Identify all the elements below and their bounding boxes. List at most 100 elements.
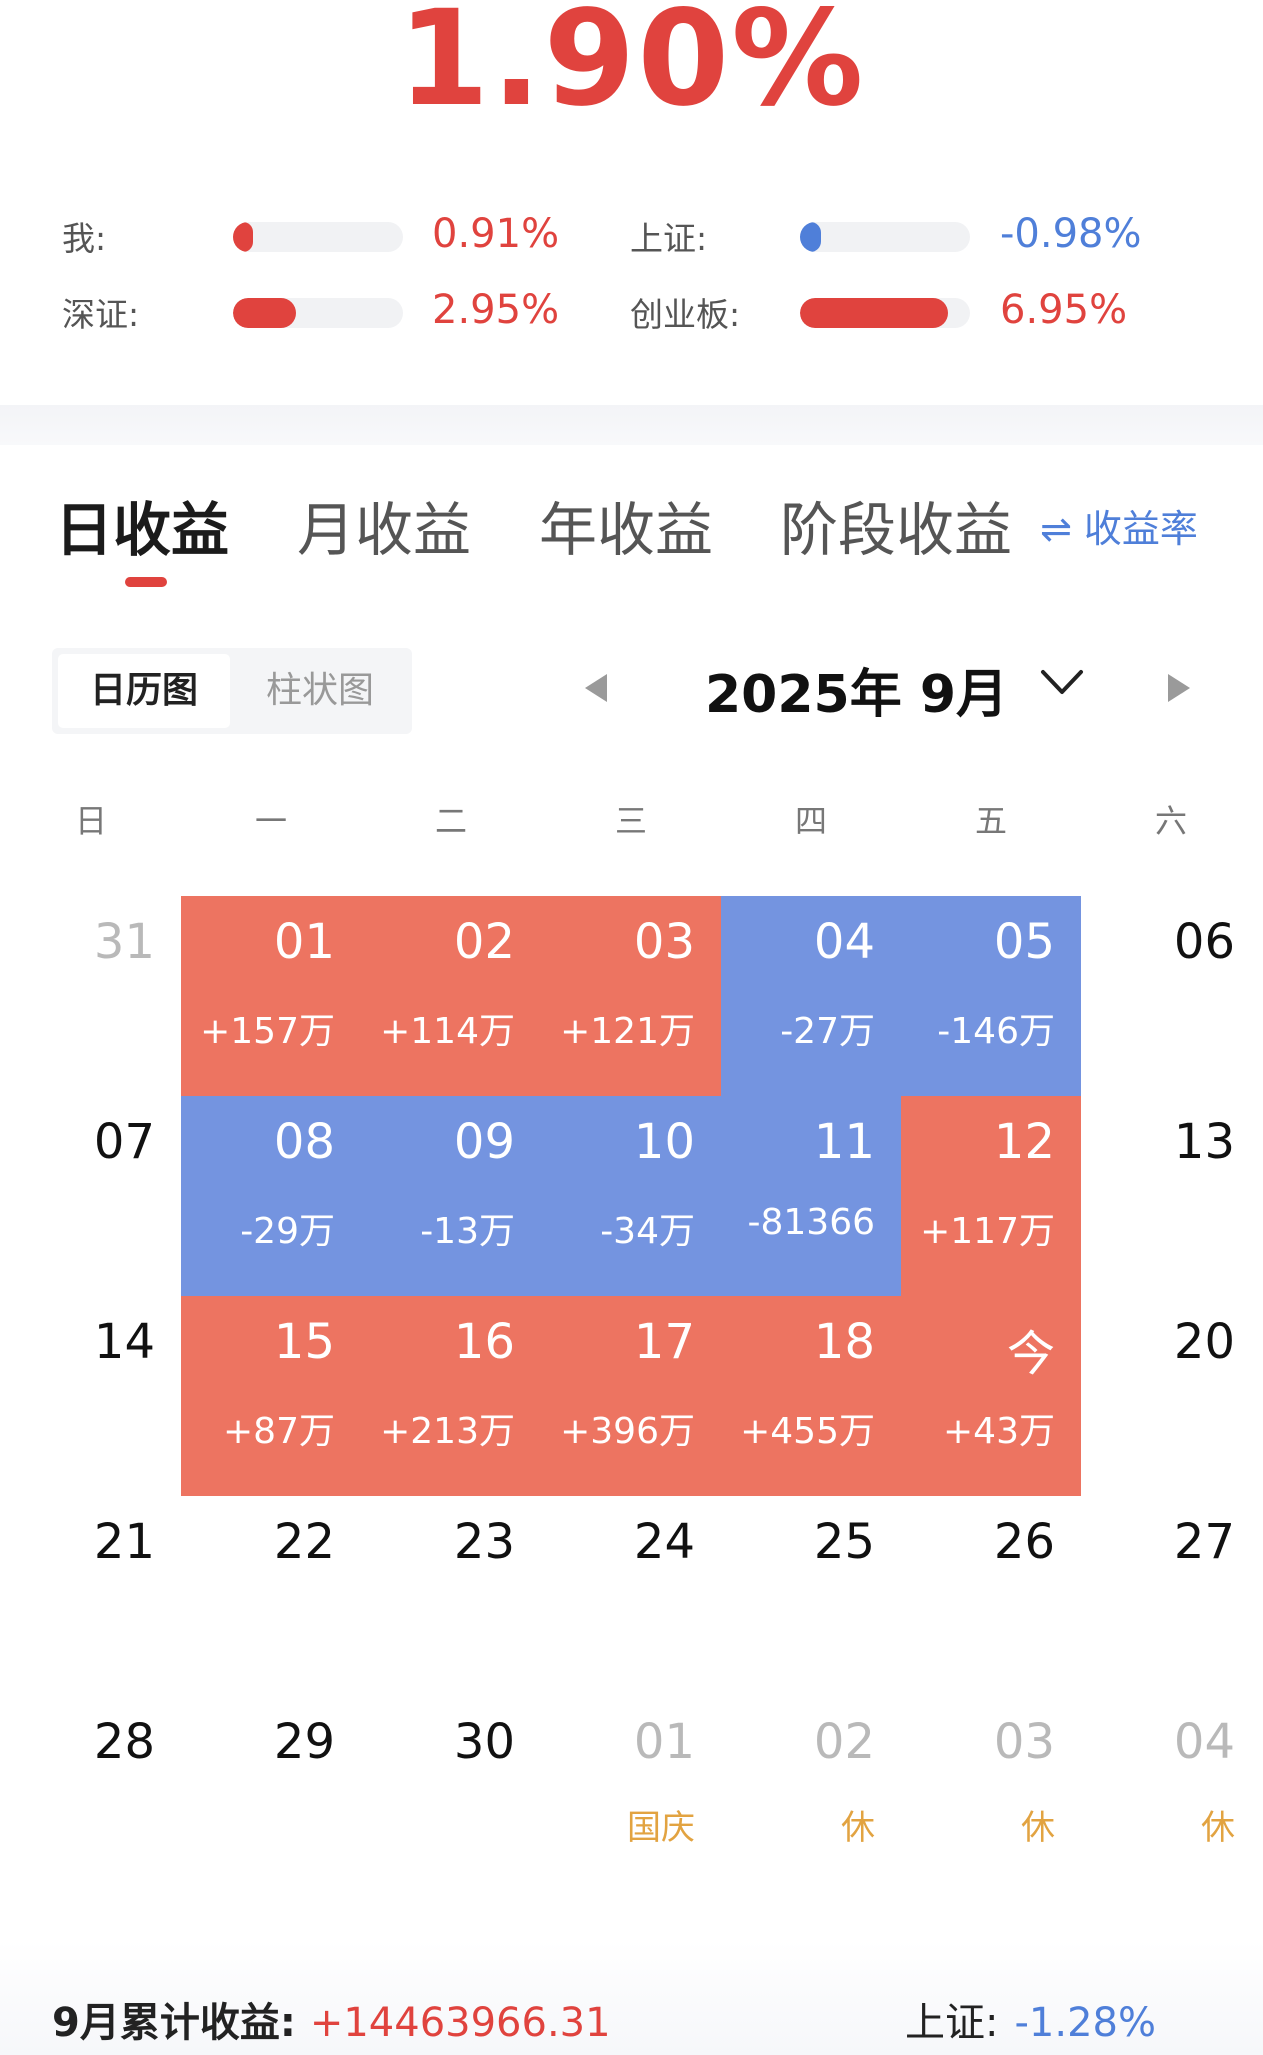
calendar-day-cell[interactable]: 02 +114万 [361,896,541,1096]
tab-active-indicator [125,577,167,587]
day-number: 30 [453,1714,515,1770]
compare-value-chinext: 6.95% [1000,287,1128,333]
day-profit: +117万 [920,1211,1055,1252]
calendar-day-cell[interactable]: 18 +455万 [721,1296,901,1496]
calendar-day-cell[interactable]: 03 +121万 [541,896,721,1096]
next-month-icon[interactable] [1168,674,1190,702]
calendar-day-cell[interactable]: 12 +117万 [901,1096,1081,1296]
day-number: 20 [1173,1314,1235,1370]
calendar-day-cell[interactable]: 08 -29万 [181,1096,361,1296]
day-number: 03 [633,914,695,970]
day-number: 29 [273,1714,335,1770]
calendar-day-cell[interactable]: 09 -13万 [361,1096,541,1296]
day-number: 31 [93,914,155,970]
calendar-day-cell[interactable]: 26 [901,1496,1081,1696]
calendar-day-cell[interactable]: 16 +213万 [361,1296,541,1496]
calendar-day-cell[interactable]: 01 +157万 [181,896,361,1096]
calendar-day-cell[interactable]: 04 -27万 [721,896,901,1096]
chevron-down-icon[interactable] [1040,668,1084,696]
day-number: 18 [813,1314,875,1370]
day-number: 23 [453,1514,515,1570]
bar-chart-view-button[interactable]: 柱状图 [265,670,374,711]
compare-value-shanghai: -0.98% [1000,211,1142,257]
section-divider [0,405,1263,445]
day-number: 06 [1173,914,1235,970]
day-number: 28 [93,1714,155,1770]
calendar-day-cell[interactable]: 21 [1,1496,181,1696]
weekday-label: 日 [74,802,107,840]
calendar-day-cell[interactable]: 23 [361,1496,541,1696]
calendar-day-cell[interactable]: 13 [1081,1096,1261,1296]
month-selector[interactable]: 2025年 9月 [705,665,1009,725]
day-profit: +114万 [380,1011,515,1052]
calendar-day-cell[interactable]: 27 [1081,1496,1261,1696]
calendar-day-cell[interactable]: 25 [721,1496,901,1696]
total-return-percent: 1.90% [397,0,866,136]
day-number: 13 [1173,1114,1235,1170]
tab-yearly-return[interactable]: 年收益 [539,496,714,564]
day-number: 05 [993,914,1055,970]
calendar-day-cell[interactable]: 17 +396万 [541,1296,721,1496]
return-rate-toggle[interactable]: ⇌ 收益率 [1040,507,1198,551]
day-number: 16 [453,1314,515,1370]
calendar-day-cell[interactable]: 04 休 [1081,1696,1261,1896]
calendar-day-cell[interactable]: 31 [1,896,181,1096]
monthly-total-label: 9月累计收益: [52,2000,296,2046]
calendar-day-cell[interactable]: 24 [541,1496,721,1696]
day-number: 02 [453,914,515,970]
calendar-day-cell[interactable]: 10 -34万 [541,1096,721,1296]
calendar-day-cell[interactable]: 01 国庆 [541,1696,721,1896]
previous-month-icon[interactable] [585,674,607,702]
weekday-label: 四 [794,802,827,840]
weekday-label: 二 [434,802,467,840]
calendar-day-cell[interactable]: 15 +87万 [181,1296,361,1496]
index-summary-label: 上证: [905,2000,999,2046]
compare-value-me: 0.91% [432,211,560,257]
calendar-day-cell[interactable]: 05 -146万 [901,896,1081,1096]
compare-bar-fill-me [233,222,253,252]
calendar-day-cell[interactable]: 今 +43万 [901,1296,1081,1496]
compare-label-chinext: 创业板: [630,295,741,334]
calendar-view-button[interactable]: 日历图 [58,654,230,728]
compare-bar-shanghai [800,222,970,252]
day-number: 03 [993,1714,1055,1770]
day-number: 17 [633,1314,695,1370]
compare-bar-fill-shenzhen [233,298,296,328]
day-profit: -81366 [747,1202,875,1243]
index-summary: 上证: -1.28% [905,1990,1156,2048]
calendar-day-cell[interactable]: 03 休 [901,1696,1081,1896]
calendar-day-cell[interactable]: 22 [181,1496,361,1696]
day-profit: +213万 [380,1411,515,1452]
calendar-day-cell[interactable]: 07 [1,1096,181,1296]
calendar-day-cell[interactable]: 06 [1081,896,1261,1096]
day-profit: -34万 [600,1211,695,1252]
day-number: 27 [1173,1514,1235,1570]
day-profit: +455万 [740,1411,875,1452]
day-profit: -29万 [240,1211,335,1252]
calendar-day-cell[interactable]: 30 [361,1696,541,1896]
day-profit: -27万 [780,1011,875,1052]
compare-label-me: 我: [62,219,107,258]
holiday-tag: 休 [841,1808,875,1848]
tab-daily-return[interactable]: 日收益 [55,496,230,564]
day-number: 02 [813,1714,875,1770]
calendar-day-cell[interactable]: 14 [1,1296,181,1496]
tab-monthly-return[interactable]: 月收益 [297,496,472,564]
day-number: 01 [633,1714,695,1770]
compare-label-shenzhen: 深证: [62,295,140,334]
tab-period-return[interactable]: 阶段收益 [780,496,1013,564]
footer-bar [0,1940,1263,2055]
holiday-tag: 休 [1021,1808,1055,1848]
calendar-day-cell[interactable]: 20 [1081,1296,1261,1496]
day-number: 21 [93,1514,155,1570]
calendar-day-cell[interactable]: 11 -81366 [721,1096,901,1296]
calendar-day-cell[interactable]: 02 休 [721,1696,901,1896]
monthly-total-value: +14463966.31 [309,2000,611,2046]
index-summary-value: -1.28% [1014,2000,1156,2046]
monthly-total: 9月累计收益: +14463966.31 [52,1990,611,2048]
day-number: 10 [633,1114,695,1170]
day-profit: +43万 [943,1411,1055,1452]
day-number: 15 [273,1314,335,1370]
calendar-day-cell[interactable]: 28 [1,1696,181,1896]
calendar-day-cell[interactable]: 29 [181,1696,361,1896]
